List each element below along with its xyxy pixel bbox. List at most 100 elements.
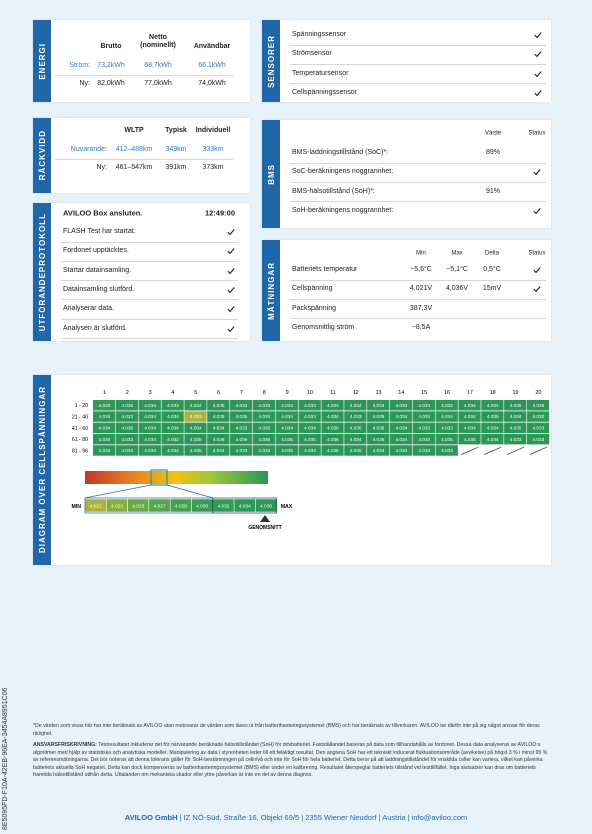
column-number: 19 [512,390,518,396]
divider [55,159,233,160]
cell [298,445,321,456]
divider [290,279,546,281]
column-number: 5 [194,390,197,396]
cell [115,400,139,411]
cell-value: 4.034 [464,403,476,408]
cell-value: 391km [165,163,187,171]
cell-value: 4.036 [236,437,248,442]
cell-value: 4.035 [121,403,133,408]
section-title: UTFÖRANDEPROTOKOLL [37,212,47,332]
column-number: 8 [263,390,266,396]
cell [389,400,413,411]
cell-value: 4.033 [167,403,179,408]
cell-value: 4.034 [395,426,407,431]
check-icon [227,248,235,255]
cell-value: 4.034 [487,426,499,431]
column-header: Max [451,250,463,257]
cell [161,422,184,434]
cell-value: 4.034 [304,426,316,431]
cell [344,411,367,422]
column-number: 20 [535,390,541,396]
cell [161,433,184,445]
cell [412,433,435,445]
cell [184,400,207,411]
cell-value: 4.035 [373,437,385,442]
cell [526,422,550,434]
cell-value: 4.034 [441,414,453,419]
column-number: 10 [307,390,313,396]
check-icon [227,306,235,313]
cell-value: 4.033 [121,437,133,442]
cell-value: 4.034 [190,426,202,431]
cell-value: −8,5A [411,323,431,331]
cell-value: 4.034 [144,426,156,431]
cell [138,411,161,422]
column-number: 2 [126,390,129,396]
check-icon [533,169,541,176]
column-number: 9 [286,390,289,396]
scale-value: 4.021 [90,504,102,510]
row-label: 81 - 96 [72,448,88,454]
cell [344,433,367,445]
cell-value: 4.035 [213,414,225,419]
step-label: Fordonet upptäcktes. [63,247,129,255]
cell-value: 4.033 [533,437,545,442]
cell [412,422,435,434]
cell-value: 4.034 [373,448,385,453]
cell-value: 4.034 [167,426,179,431]
cell [275,445,298,456]
address: | IZ NÖ-Süd, Straße 16, Objekt 69/5 | 23… [179,813,468,822]
cell [412,411,435,422]
cell-value: 4.032 [533,414,545,419]
scale-value: 4.032 [217,504,229,510]
cell-value: 4.034 [99,448,111,453]
column-number: 6 [217,390,220,396]
cell-value: 4.035 [510,403,522,408]
column-header: Min [416,250,426,257]
cell [138,433,161,445]
row-label: BMS-hälsotillstånd (SoH)*: [292,187,375,195]
color-gradient [85,471,268,484]
cell [321,400,344,411]
connector [84,484,152,499]
cell [115,422,139,434]
cell-value: 4.033 [350,414,362,419]
section-bar: RÄCKVIDD [33,118,51,193]
cell-value: 4.034 [190,403,202,408]
cell-value: 4.033 [121,414,133,419]
disclaimer-label: ANSVARSFRISKRIVNING: [33,742,97,749]
range-card: RÄCKVIDD WLTP Typisk Individuell Nuvarande: 4… [33,118,250,193]
section-bar: DIAGRAM ÖVER CELLSPÄNNINGAR [33,375,51,565]
empty-cell-slash [529,446,547,455]
cell [161,445,184,456]
cell-value: 4.034 [99,414,111,419]
cell [138,445,161,456]
step-label: Analysen är slutförd. [63,324,127,332]
section-title: SENSORER [266,34,276,88]
cell-value: 4.034 [281,403,293,408]
footnote: *De värden som visas här har inte beräkn… [33,723,540,737]
cell [252,433,276,445]
scale-value: 4.023 [111,504,123,510]
cell [138,422,161,434]
row-label: 41 - 60 [72,426,88,432]
cell-value: 4.032 [99,403,111,408]
cell-value: 4.035 [281,448,293,453]
cell-value: 4.035 [190,448,202,453]
cell-value: 4.036 [350,426,362,431]
column-header: Användbar [193,42,231,50]
column-header: Delta [484,250,500,257]
cell [389,422,413,434]
cell-value: 4.035 [236,414,248,419]
divider [290,63,546,65]
cell-value: −5,6°C [410,265,432,273]
cell-value: 387,3V [409,304,433,312]
cell-value: 4.033 [304,403,316,408]
divider [290,318,546,320]
divider [61,338,238,339]
check-icon [534,32,542,39]
column-header: Status [528,130,546,137]
cell-value: 4.021 [190,414,202,419]
cell-value: 4.034 [304,448,316,453]
row-value: 91% [485,187,501,195]
